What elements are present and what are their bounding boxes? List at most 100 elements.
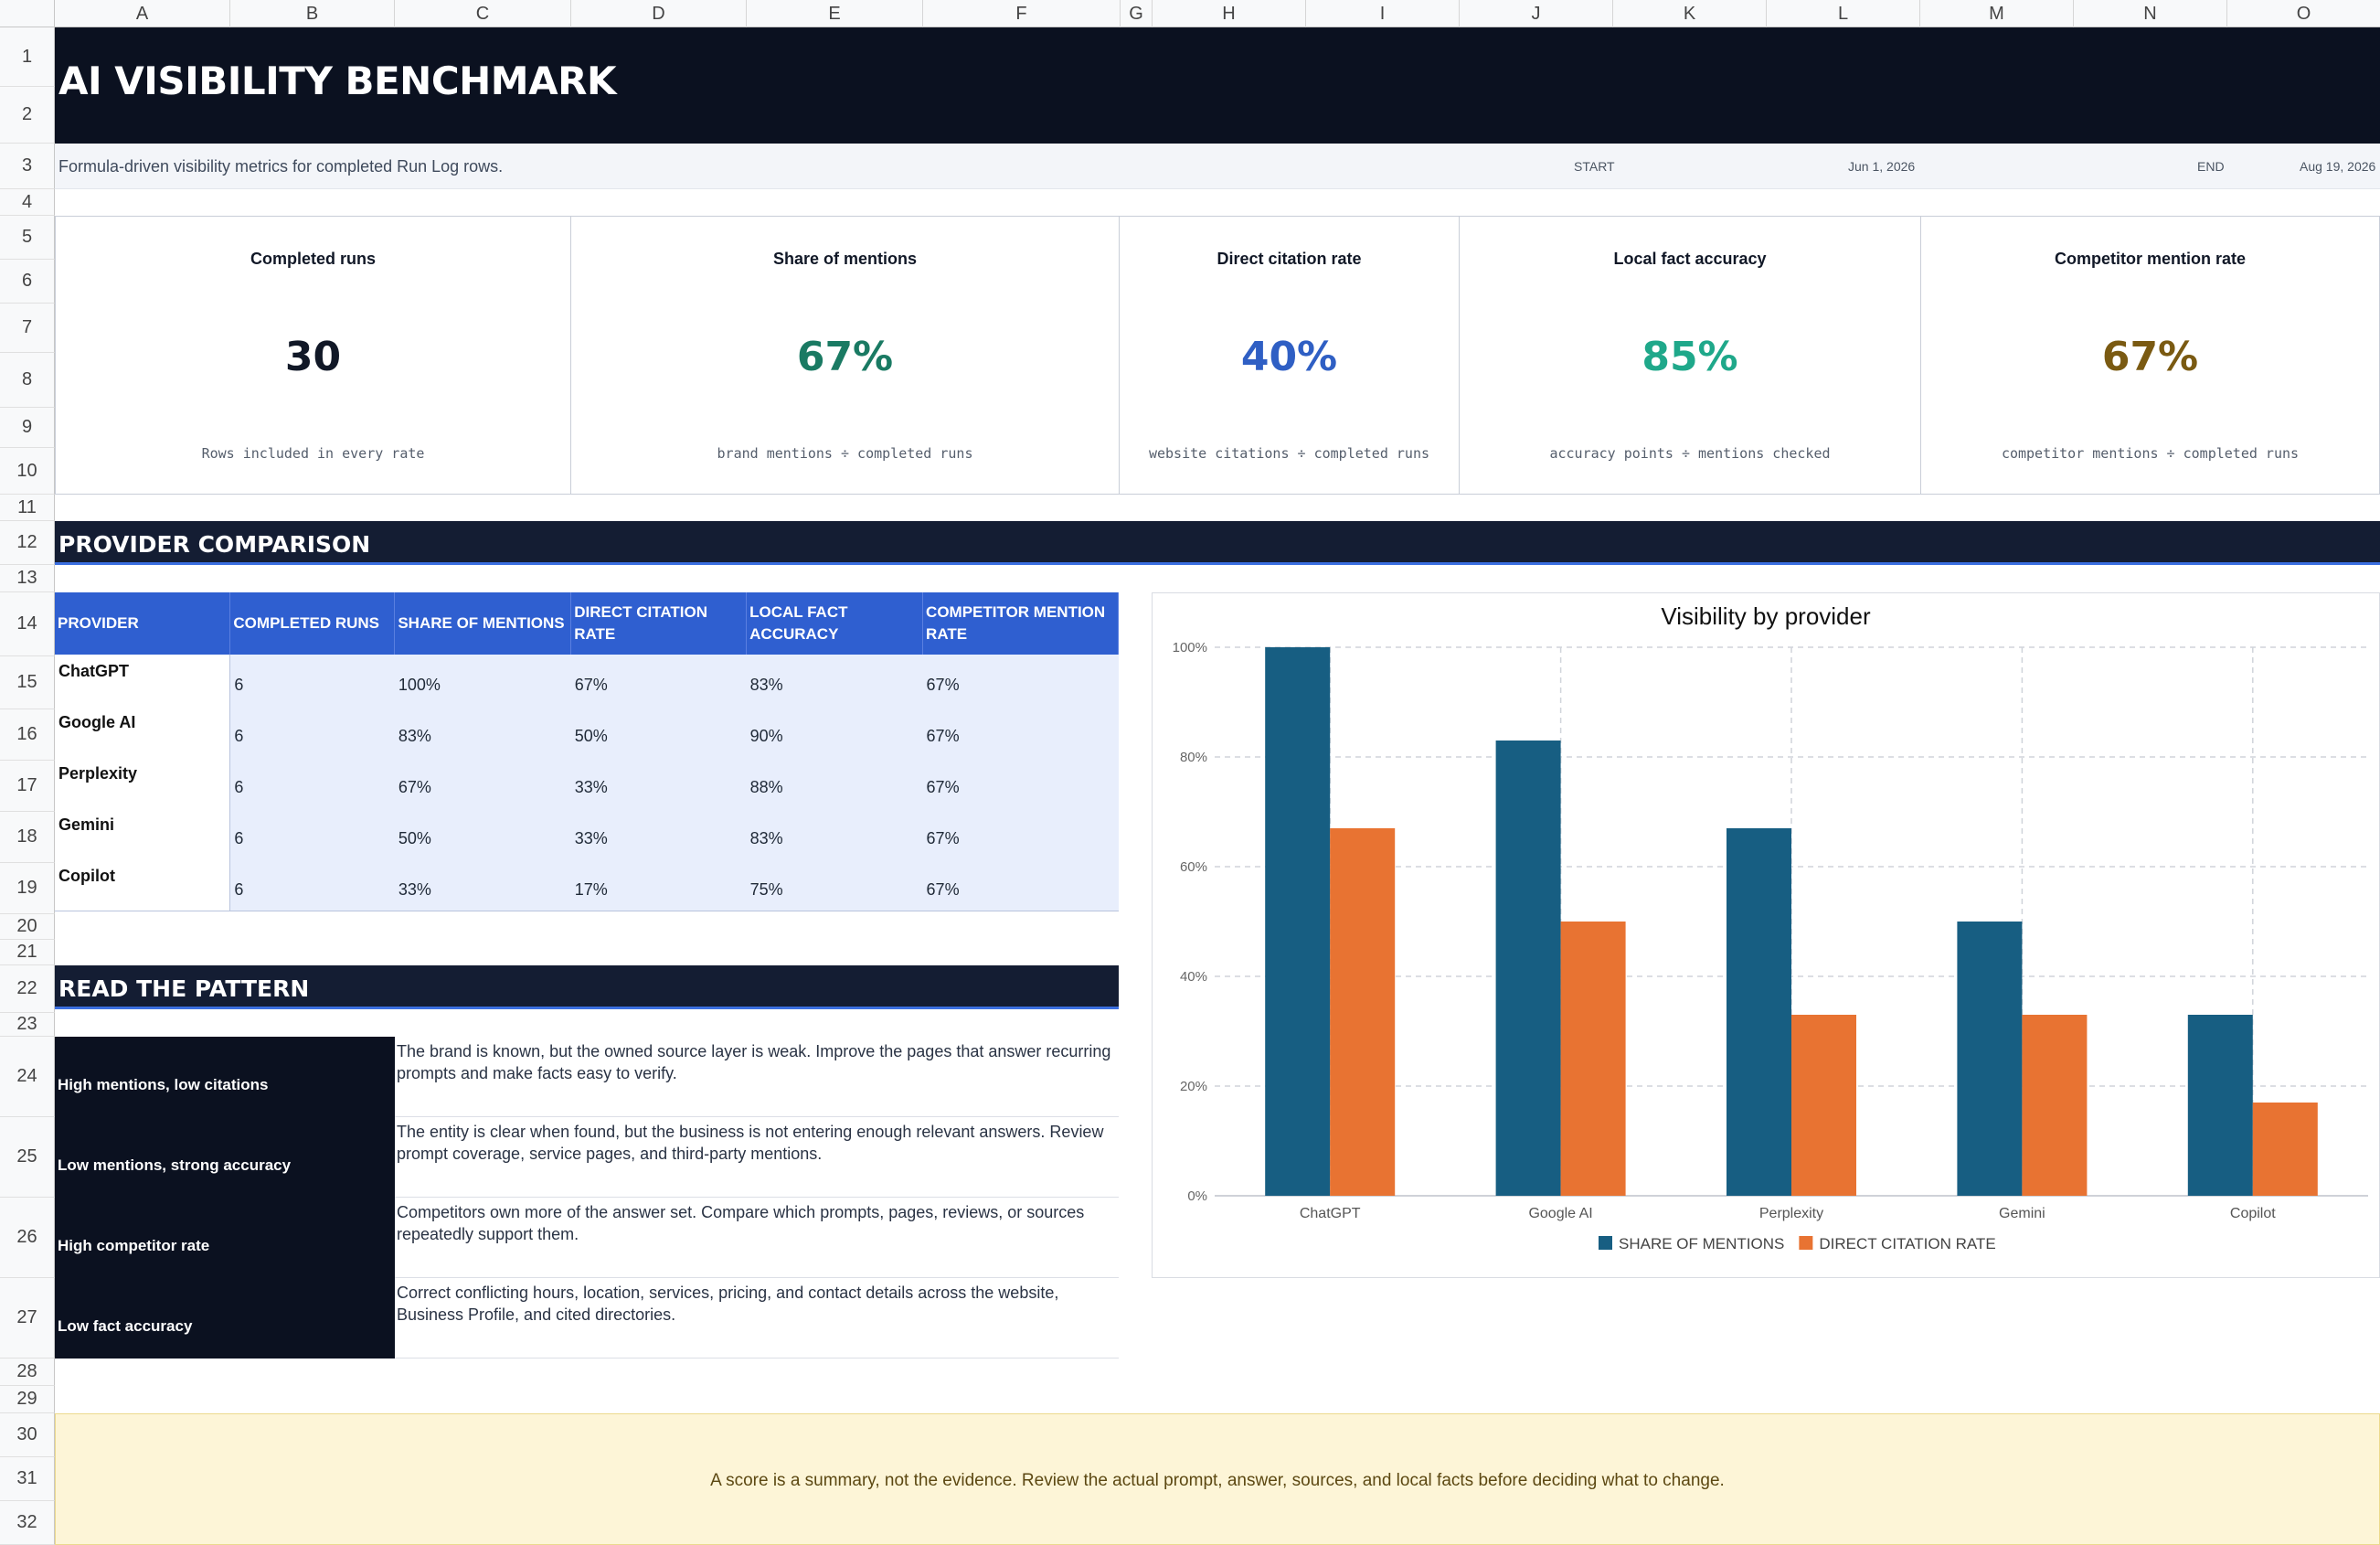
table-cell[interactable]: 6 (229, 706, 395, 757)
table-cell[interactable]: 67% (570, 655, 747, 706)
column-header-n[interactable]: N (2074, 0, 2227, 27)
row-header-23[interactable]: 23 (0, 1013, 55, 1037)
provider-cell[interactable]: ChatGPT (55, 655, 231, 706)
row-header-1[interactable]: 1 (0, 27, 55, 87)
table-cell[interactable]: 83% (746, 808, 923, 859)
table-header-row: PROVIDER COMPLETED RUNS SHARE OF MENTION… (55, 592, 1119, 655)
row-header-29[interactable]: 29 (0, 1386, 55, 1413)
column-header-c[interactable]: C (395, 0, 571, 27)
row-header-4[interactable]: 4 (0, 189, 55, 216)
row-header-15[interactable]: 15 (0, 656, 55, 709)
row-header-32[interactable]: 32 (0, 1501, 55, 1545)
table-cell[interactable]: 67% (922, 808, 1119, 859)
row-header-27[interactable]: 27 (0, 1278, 55, 1359)
table-cell[interactable]: 6 (229, 859, 395, 911)
table-cell[interactable]: 50% (570, 706, 747, 757)
column-heading[interactable]: COMPETITOR MENTION RATE (922, 592, 1119, 655)
select-all-corner[interactable] (0, 0, 55, 27)
column-header-l[interactable]: L (1767, 0, 1920, 27)
table-cell[interactable]: 88% (746, 757, 923, 808)
row-header-21[interactable]: 21 (0, 940, 55, 965)
pattern-text[interactable]: Correct conflicting hours, location, ser… (397, 1284, 1059, 1324)
start-label: START (1574, 159, 1615, 174)
table-cell[interactable]: 83% (746, 655, 923, 706)
row-header-24[interactable]: 24 (0, 1037, 55, 1117)
row-header-7[interactable]: 7 (0, 304, 55, 353)
end-date[interactable]: Aug 19, 2026 (2300, 159, 2376, 174)
provider-section-header: PROVIDER COMPARISON (55, 521, 2380, 565)
row-header-20[interactable]: 20 (0, 914, 55, 940)
row-header-28[interactable]: 28 (0, 1359, 55, 1386)
pattern-text[interactable]: The brand is known, but the owned source… (397, 1042, 1111, 1082)
row-header-16[interactable]: 16 (0, 709, 55, 761)
row-header-9[interactable]: 9 (0, 408, 55, 448)
row-header-12[interactable]: 12 (0, 521, 55, 565)
row-header-25[interactable]: 25 (0, 1117, 55, 1198)
table-cell[interactable]: 100% (394, 655, 571, 706)
row-header-19[interactable]: 19 (0, 863, 55, 914)
pattern-text[interactable]: Competitors own more of the answer set. … (397, 1203, 1085, 1243)
page-subtitle: Formula-driven visibility metrics for co… (58, 157, 504, 176)
table-row: Perplexity 6 67% 33% 88% 67% (55, 757, 1119, 808)
table-cell[interactable]: 6 (229, 757, 395, 808)
table-cell[interactable]: 90% (746, 706, 923, 757)
column-header-h[interactable]: H (1153, 0, 1306, 27)
table-cell[interactable]: 33% (570, 808, 747, 859)
table-cell[interactable]: 33% (570, 757, 747, 808)
table-cell[interactable]: 67% (922, 757, 1119, 808)
row-header-30[interactable]: 30 (0, 1413, 55, 1457)
table-cell[interactable]: 17% (570, 859, 747, 911)
row-header-18[interactable]: 18 (0, 812, 55, 863)
row-header-22[interactable]: 22 (0, 965, 55, 1013)
column-header-d[interactable]: D (571, 0, 747, 27)
pattern-key[interactable]: Low mentions, strong accuracy (55, 1117, 395, 1198)
table-cell[interactable]: 50% (394, 808, 571, 859)
table-cell[interactable]: 6 (229, 808, 395, 859)
table-cell[interactable]: 83% (394, 706, 571, 757)
column-header-i[interactable]: I (1306, 0, 1460, 27)
column-header-o[interactable]: O (2296, 4, 2311, 24)
row-header-8[interactable]: 8 (0, 353, 55, 408)
visibility-chart[interactable]: Visibility by provider 0% 20% 40% 60% 80% 100… (1152, 592, 2380, 1278)
row-header-3[interactable]: 3 (0, 144, 55, 189)
row-header-5[interactable]: 5 (0, 216, 55, 260)
table-cell[interactable]: 67% (922, 859, 1119, 911)
row-header-31[interactable]: 31 (0, 1457, 55, 1501)
row-header-2[interactable]: 2 (0, 87, 55, 144)
provider-cell[interactable]: Gemini (55, 808, 231, 859)
column-header-k[interactable]: K (1613, 0, 1767, 27)
column-header-e[interactable]: E (747, 0, 923, 27)
provider-cell[interactable]: Perplexity (55, 757, 231, 808)
row-header-26[interactable]: 26 (0, 1198, 55, 1278)
table-cell[interactable]: 33% (394, 859, 571, 911)
start-date[interactable]: Jun 1, 2026 (1848, 159, 1916, 174)
row-header-6[interactable]: 6 (0, 260, 55, 304)
row-header-10[interactable]: 10 (0, 448, 55, 495)
pattern-key[interactable]: High competitor rate (55, 1198, 395, 1278)
table-cell[interactable]: 67% (922, 706, 1119, 757)
column-header-a[interactable]: A (55, 0, 230, 27)
column-heading[interactable]: SHARE OF MENTIONS (394, 592, 572, 655)
column-heading[interactable]: DIRECT CITATION RATE (570, 592, 748, 655)
pattern-text[interactable]: The entity is clear when found, but the … (397, 1123, 1104, 1163)
column-heading[interactable]: LOCAL FACT ACCURACY (746, 592, 924, 655)
table-cell[interactable]: 67% (922, 655, 1119, 706)
row-header-13[interactable]: 13 (0, 565, 55, 592)
provider-cell[interactable]: Copilot (55, 859, 231, 911)
table-cell[interactable]: 75% (746, 859, 923, 911)
column-header-j[interactable]: J (1460, 0, 1613, 27)
pattern-key[interactable]: High mentions, low citations (55, 1037, 395, 1117)
provider-cell[interactable]: Google AI (55, 706, 231, 757)
row-header-17[interactable]: 17 (0, 761, 55, 812)
column-header-m[interactable]: M (1920, 0, 2074, 27)
row-header-11[interactable]: 11 (0, 495, 55, 521)
column-header-b[interactable]: B (230, 0, 395, 27)
row-header-14[interactable]: 14 (0, 592, 55, 656)
pattern-key[interactable]: Low fact accuracy (55, 1278, 395, 1359)
table-cell[interactable]: 6 (229, 655, 395, 706)
column-heading[interactable]: PROVIDER (55, 592, 231, 655)
column-header-g[interactable]: G (1121, 0, 1153, 27)
column-heading[interactable]: COMPLETED RUNS (229, 592, 396, 655)
table-cell[interactable]: 67% (394, 757, 571, 808)
column-header-f[interactable]: F (923, 0, 1121, 27)
